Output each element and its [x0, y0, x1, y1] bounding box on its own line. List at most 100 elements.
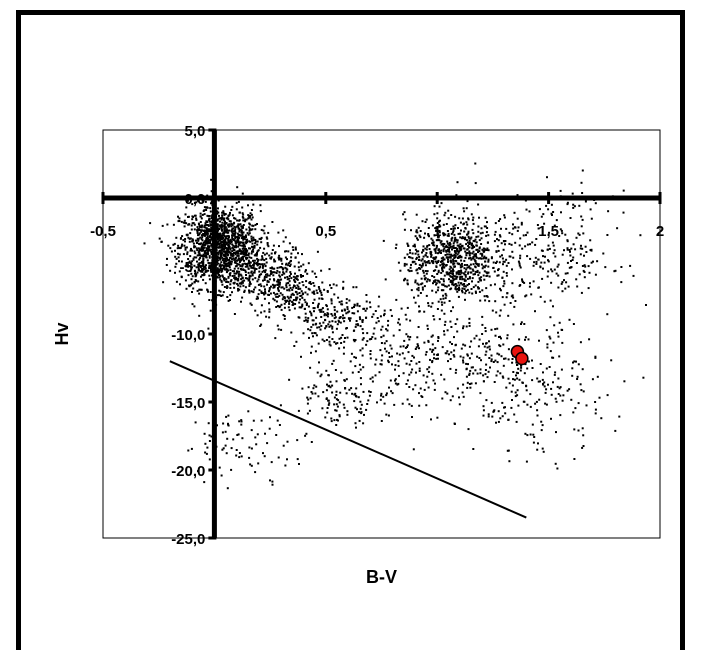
data-point [223, 232, 226, 234]
data-point [325, 397, 328, 400]
data-point [553, 324, 556, 327]
data-point [465, 325, 468, 328]
data-point [248, 228, 251, 231]
data-point [251, 228, 254, 231]
data-point [501, 276, 504, 279]
data-point [223, 219, 225, 222]
data-point [258, 273, 261, 276]
data-point [187, 223, 190, 226]
data-point [230, 254, 233, 257]
data-point [334, 316, 337, 319]
data-point [252, 271, 255, 274]
data-point [569, 250, 571, 253]
data-point [582, 390, 585, 393]
data-point [224, 252, 227, 255]
data-point [210, 270, 213, 273]
data-point [219, 234, 222, 237]
data-point [243, 279, 246, 282]
data-point [269, 292, 272, 295]
data-point [242, 249, 245, 252]
data-point [466, 241, 469, 244]
data-point [581, 247, 584, 250]
data-point [236, 279, 239, 282]
data-point [202, 253, 205, 256]
data-point [424, 247, 427, 250]
data-point [425, 248, 428, 251]
data-point [252, 291, 255, 294]
data-point [269, 273, 272, 275]
data-point [320, 291, 323, 294]
data-point [229, 280, 232, 283]
data-point [645, 304, 647, 306]
data-point [193, 246, 196, 249]
data-point [221, 264, 224, 267]
data-point [204, 200, 207, 203]
data-point [283, 306, 286, 309]
data-point [570, 398, 573, 401]
data-point [457, 232, 460, 235]
data-point [471, 242, 473, 245]
data-point [290, 252, 293, 255]
data-point [561, 399, 564, 402]
data-point [447, 232, 450, 235]
data-point [572, 361, 574, 364]
data-point [174, 265, 177, 268]
data-point [499, 417, 502, 420]
data-point [281, 268, 284, 271]
data-point [205, 270, 208, 273]
data-point [283, 315, 286, 317]
data-point [268, 308, 271, 311]
data-point [461, 275, 464, 278]
data-point [229, 242, 232, 245]
data-point [399, 269, 402, 272]
data-point [253, 245, 256, 247]
data-point [453, 349, 456, 352]
data-point [278, 254, 281, 257]
data-point [278, 294, 281, 297]
data-point [281, 293, 284, 296]
data-point [287, 264, 290, 267]
data-point [183, 225, 186, 228]
data-point [552, 252, 555, 255]
data-point [444, 297, 447, 300]
data-point [394, 364, 397, 367]
data-point [282, 314, 285, 316]
data-point [216, 219, 219, 222]
data-point [406, 306, 409, 309]
data-point [192, 257, 195, 260]
data-point [498, 314, 501, 317]
data-point [223, 245, 226, 248]
data-point [427, 340, 430, 343]
data-point [229, 283, 232, 286]
data-point [313, 310, 315, 313]
data-point [265, 252, 268, 255]
data-point [475, 334, 478, 337]
data-point [425, 404, 428, 407]
data-point [221, 275, 224, 278]
data-point [583, 276, 586, 279]
data-point [303, 298, 306, 301]
data-point [397, 382, 400, 385]
data-point [250, 429, 253, 432]
data-point [404, 277, 407, 280]
data-point [326, 411, 329, 414]
data-point [502, 376, 505, 379]
data-point [193, 245, 196, 248]
data-point [397, 261, 400, 264]
data-point [283, 317, 286, 320]
data-point [349, 319, 351, 322]
data-point [254, 277, 257, 280]
data-point [195, 217, 198, 220]
data-point [513, 211, 516, 214]
data-point [204, 242, 207, 245]
data-point [207, 248, 210, 251]
data-point [227, 244, 230, 247]
data-point [267, 231, 270, 234]
data-point [258, 276, 261, 278]
data-point [237, 433, 240, 436]
data-point [549, 316, 552, 319]
data-point [544, 402, 547, 405]
data-point [436, 289, 439, 292]
data-point [477, 264, 480, 267]
data-point [199, 215, 202, 218]
